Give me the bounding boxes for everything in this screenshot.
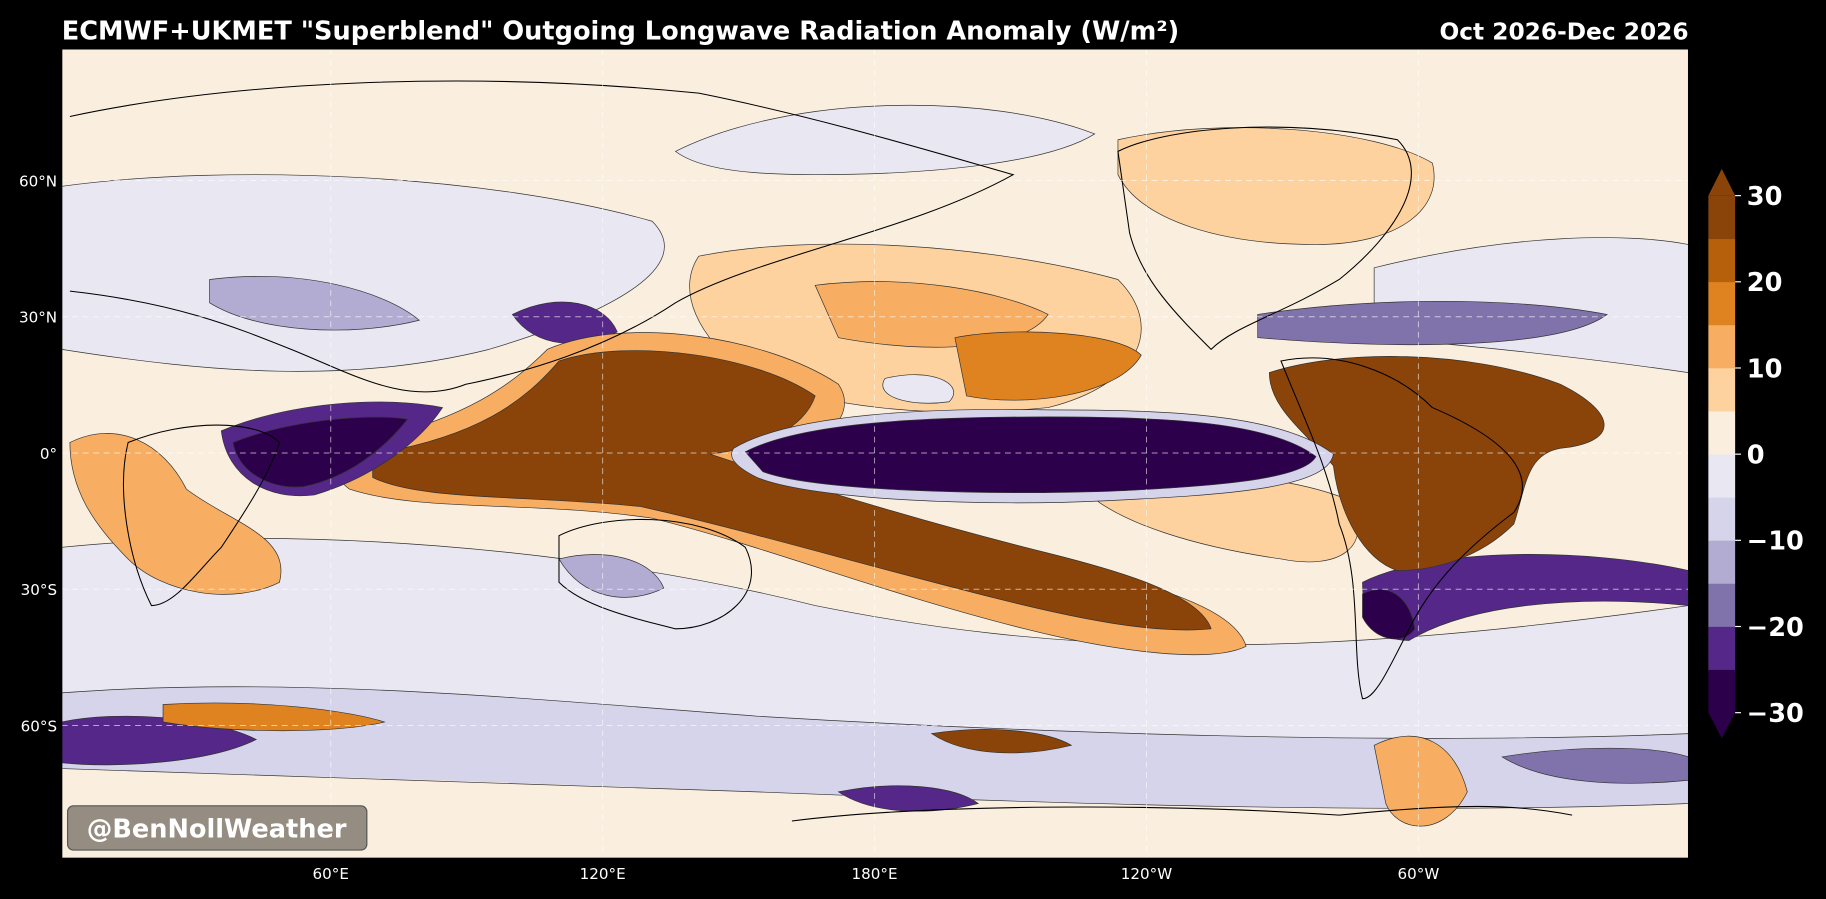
colorbar-segment bbox=[1708, 238, 1736, 283]
lon-label: 120°W bbox=[1121, 865, 1172, 883]
lat-label: 30°S bbox=[21, 581, 57, 599]
lon-label: 60°W bbox=[1398, 865, 1440, 883]
colorbar-tick-label: 20 bbox=[1747, 268, 1783, 298]
lat-label: 60°S bbox=[21, 717, 57, 735]
colorbar-segment bbox=[1708, 669, 1736, 714]
colorbar-segment bbox=[1708, 540, 1736, 584]
watermark-box bbox=[66, 805, 368, 851]
colorbar-segment bbox=[1708, 626, 1736, 670]
colorbar-tick-label: −10 bbox=[1747, 527, 1804, 557]
colorbar-extend-bottom bbox=[1708, 712, 1736, 739]
axis-labels: 60°N 30°N 0° 30°S 60°S 60°E 120°E 180°E 120°W 60°… bbox=[19, 172, 1439, 883]
colorbar-segment bbox=[1708, 324, 1736, 369]
colorbar-tick-label: −30 bbox=[1747, 699, 1804, 729]
period: Oct 2026-Dec 2026 bbox=[1439, 19, 1688, 46]
colorbar-tick-label: 30 bbox=[1747, 182, 1783, 212]
graticule bbox=[61, 48, 1689, 859]
colorbar-extend-top bbox=[1708, 168, 1736, 196]
lat-label: 0° bbox=[40, 445, 57, 463]
colorbar-tick-label: −20 bbox=[1747, 613, 1804, 643]
colorbar-segment bbox=[1708, 454, 1736, 498]
lon-label: 120°E bbox=[580, 865, 626, 883]
colorbar-segment bbox=[1708, 367, 1736, 412]
lon-label: 180°E bbox=[852, 865, 898, 883]
lon-label: 60°E bbox=[313, 865, 349, 883]
colorbar-segment bbox=[1708, 281, 1736, 326]
coastlines bbox=[69, 80, 1573, 822]
colorbar-segment bbox=[1708, 195, 1736, 240]
anomaly-fields bbox=[61, 104, 1689, 827]
colorbar-segment bbox=[1708, 497, 1736, 541]
lat-label: 30°N bbox=[19, 309, 57, 327]
watermark: @BenNollWeather bbox=[87, 814, 347, 844]
map-frame bbox=[61, 48, 1690, 859]
title: ECMWF+UKMET "Superblend" Outgoing Longwa… bbox=[62, 17, 1180, 47]
colorbar-tick-label: 10 bbox=[1747, 354, 1783, 384]
colorbar-segment bbox=[1708, 411, 1736, 455]
colorbar-segment bbox=[1708, 583, 1736, 627]
colorbar: −30 −20 −10 0 10 20 30 bbox=[1708, 168, 1804, 739]
map bbox=[61, 48, 1689, 859]
colorbar-tick-label: 0 bbox=[1747, 440, 1765, 470]
lat-label: 60°N bbox=[19, 172, 57, 190]
